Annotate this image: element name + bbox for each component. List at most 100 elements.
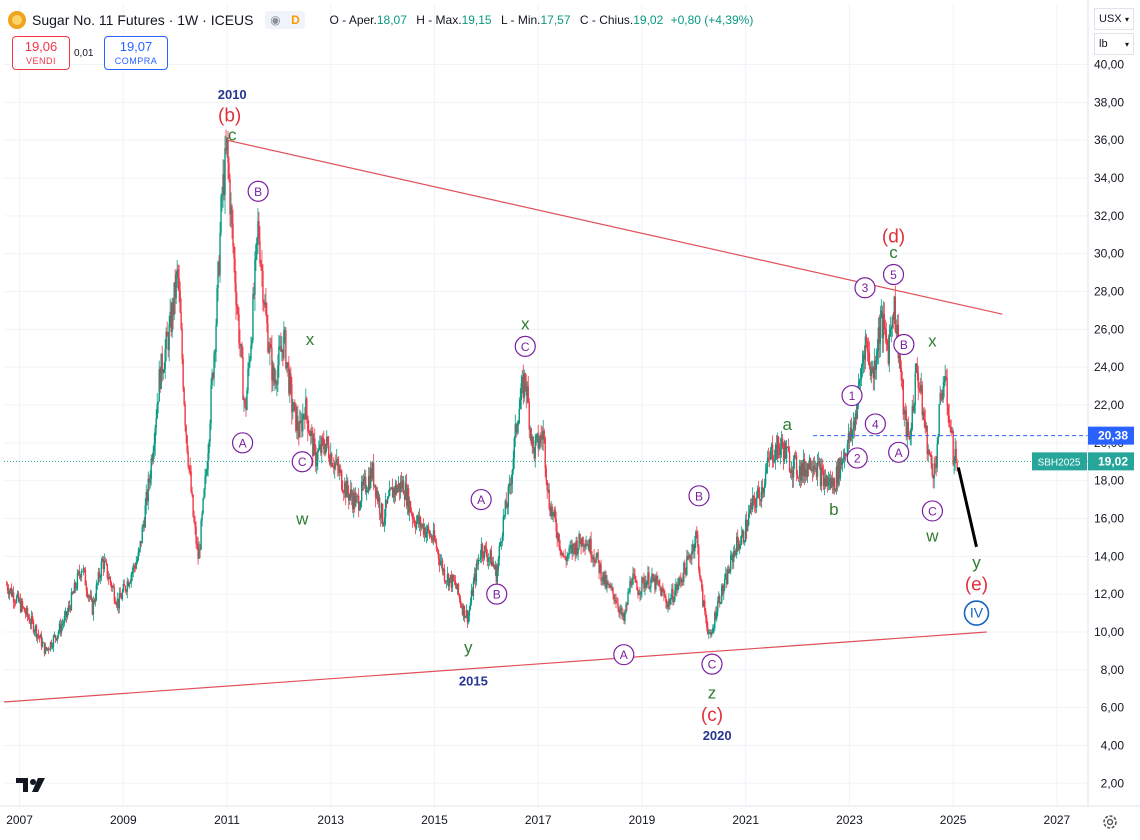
candle-body [903,409,905,415]
candle-body [831,478,834,487]
candle-body [518,409,520,423]
candle-body [184,404,186,426]
candle-body [780,438,783,447]
unit-select[interactable]: lb ▾ [1094,33,1134,55]
candle-body [603,571,605,584]
buy-button[interactable]: 19,07 COMPRA [104,36,168,70]
candle-body [142,524,144,528]
candle-body [527,386,529,403]
candle-body [354,495,357,507]
candle-body [951,430,953,433]
candle-body [887,344,890,364]
candle-body [875,360,878,370]
candle-body [412,519,415,521]
candle-body [99,577,102,579]
candle-body [593,556,595,561]
candle-body [674,590,676,600]
candle-body [114,600,117,604]
candle-body [536,433,538,436]
candle-body [393,487,396,495]
candle-body [682,579,684,582]
candle-body [940,393,942,398]
price-tick-label: 4,00 [1101,738,1125,752]
candle-body [169,311,171,325]
candle-body [881,310,884,339]
candle-body [239,342,241,347]
candle-body [770,444,773,450]
candle-body [587,544,589,546]
wave-circle-marker [247,180,269,202]
gear-icon[interactable] [1100,812,1120,832]
candle-body [619,609,621,613]
candle-body [855,413,858,419]
wave-label: (c) [701,705,723,726]
candle-body [859,379,862,381]
candle-body [711,633,713,636]
candle-body [914,372,916,405]
candle-body [171,302,173,332]
candle-body [85,585,88,592]
candle-body [367,475,370,490]
candle-body [546,480,548,491]
candle-body [876,350,879,361]
candle-body [295,403,297,431]
candle-body [787,448,790,452]
candle-body [161,353,163,374]
eye-icon[interactable]: ◉ [265,11,286,29]
candle-body [170,311,172,332]
sell-button[interactable]: 19,06 VENDI [12,36,70,70]
wave-circle-marker [688,485,710,507]
candle-body [39,634,42,639]
candle-body [451,575,454,588]
candle-body [944,376,946,382]
candle-body [792,459,795,478]
candle-body [84,569,87,586]
candle-body [902,379,904,415]
candle-body [941,397,943,400]
chart-title[interactable]: Sugar No. 11 Futures · 1W · ICEUS [32,12,254,28]
candle-body [117,598,120,609]
ohlc-readout: O - Aper.18,07 H - Max.19,15 L - Min.17,… [323,13,753,27]
candle-body [528,402,530,430]
candle-body [394,483,397,495]
candle-body [698,546,700,570]
time-tick-label: 2027 [1044,813,1071,827]
candle-body [340,469,342,471]
candle-body [129,581,131,584]
wave-circle-marker [514,335,536,357]
candle-body [534,440,536,459]
candle-body [655,576,657,590]
time-tick-label: 2019 [629,813,656,827]
candle-body [506,506,508,509]
candle-body [827,481,830,486]
candle-body [52,636,55,647]
candle-body [845,455,848,457]
candle-body [691,551,693,560]
candle-body [8,590,11,595]
candle-body [48,649,51,651]
candle-body [791,470,794,478]
candle-body [868,353,871,366]
candle-body [271,347,273,381]
candle-body [582,537,584,547]
candle-body [507,486,509,507]
candle-body [125,590,127,592]
candle-body [896,324,898,334]
wave-circle-marker [963,600,990,626]
candle-body [696,531,698,535]
level-price-text: 20,38 [1098,429,1128,443]
candle-body [105,561,108,564]
open-label: O - Aper. [329,13,377,27]
delayed-badge[interactable]: D [285,11,306,29]
candle-body [740,534,743,544]
candle-body [108,577,111,579]
candle-body [579,534,581,543]
currency-select[interactable]: USX ▾ [1094,8,1134,30]
tradingview-logo-icon[interactable] [16,775,48,795]
candle-body [49,642,52,650]
candle-body [47,648,50,650]
wave-label: z [708,684,717,703]
candle-body [401,480,404,489]
candle-body [50,642,53,648]
